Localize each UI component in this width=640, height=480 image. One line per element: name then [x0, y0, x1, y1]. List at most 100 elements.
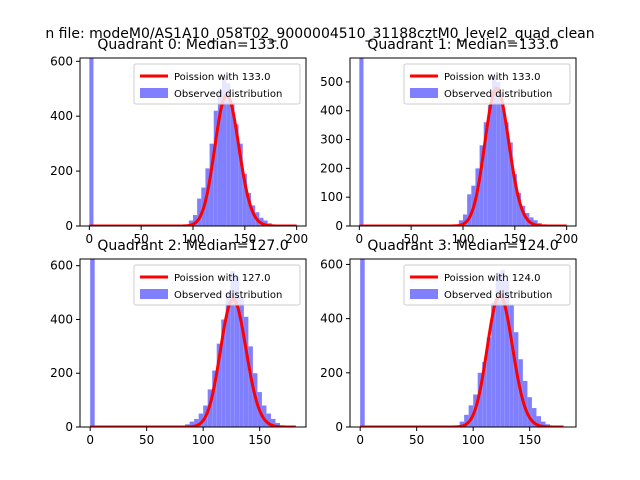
- histogram-bar: [189, 421, 195, 427]
- x-tick-label: 50: [409, 433, 424, 447]
- x-tick-label: 50: [139, 433, 154, 447]
- histogram-bar: [491, 302, 496, 427]
- x-tick-label: 0: [86, 232, 94, 246]
- histogram-bar: [217, 90, 223, 226]
- histogram-bar: [483, 122, 488, 226]
- y-tick-label: 200: [320, 366, 343, 380]
- histogram-bar: [487, 104, 493, 226]
- histogram-bar: [527, 397, 532, 427]
- histogram-bar: [261, 405, 267, 427]
- poisson-curve: [90, 297, 296, 427]
- histogram-bar: [482, 361, 487, 427]
- y-tick-label: 0: [65, 420, 73, 434]
- histogram-bar: [458, 220, 463, 226]
- legend: [133, 63, 301, 105]
- histogram-bar: [495, 272, 501, 427]
- histogram-bar: [234, 124, 239, 226]
- x-tick-label: 50: [404, 232, 419, 246]
- histogram-bar: [486, 337, 492, 427]
- y-tick-label: 500: [320, 75, 343, 89]
- legend-entry-observed: Observed distribution: [174, 290, 282, 301]
- x-tick-label: 100: [462, 433, 485, 447]
- x-tick-label: 0: [356, 433, 364, 447]
- histogram-bar: [513, 332, 519, 427]
- histogram-bar: [477, 372, 483, 427]
- histogram-bar: [243, 316, 249, 427]
- histogram-bar: [89, 58, 94, 226]
- subplot-title: Quadrant 1: Median=133.0: [367, 37, 558, 53]
- x-tick-label: 200: [555, 232, 578, 246]
- histogram-bar: [226, 83, 231, 226]
- x-tick-label: 0: [356, 232, 364, 246]
- legend-entry-poisson: Poission with 133.0: [444, 72, 540, 83]
- histogram-bar: [500, 102, 505, 226]
- y-tick-label: 400: [320, 104, 343, 118]
- histogram-bar: [496, 81, 501, 226]
- axes-frame: [79, 258, 307, 428]
- poisson-curve: [359, 86, 567, 226]
- histogram-bar: [512, 174, 517, 226]
- histogram-bar: [360, 259, 365, 427]
- y-tick-label: 400: [50, 312, 73, 326]
- histogram-bar: [242, 173, 247, 226]
- histogram-bar: [536, 416, 541, 427]
- histogram-bar: [504, 122, 509, 226]
- histogram-bar: [194, 418, 199, 427]
- subplot-title: Quadrant 3: Median=124.0: [367, 238, 558, 254]
- legend-entry-observed: Observed distribution: [444, 89, 552, 100]
- x-tick-label: 150: [518, 433, 541, 447]
- x-tick-label: 100: [192, 433, 215, 447]
- figure-suptitle: n file: modeM0/AS1A10_058T02_9000004510_…: [45, 26, 594, 42]
- x-tick-label: 50: [134, 232, 149, 246]
- x-tick-label: 100: [182, 232, 205, 246]
- histogram-bar: [464, 414, 469, 427]
- histogram-bar: [230, 102, 235, 226]
- subplot-title: Quadrant 2: Median=127.0: [97, 238, 288, 254]
- y-tick-label: 400: [320, 312, 343, 326]
- legend-entry-poisson: Poission with 127.0: [174, 273, 270, 284]
- histogram-bar: [508, 142, 513, 226]
- histogram-bar: [238, 143, 243, 226]
- axes-frame: [349, 258, 577, 428]
- x-tick-label: 150: [503, 232, 526, 246]
- legend-bar-swatch: [410, 88, 438, 98]
- legend: [133, 264, 301, 306]
- legend-bar-swatch: [410, 289, 438, 299]
- histogram-bar: [188, 220, 193, 226]
- histogram-bar: [216, 343, 222, 427]
- histogram-bar: [246, 193, 252, 226]
- histogram-bar: [248, 346, 253, 427]
- histogram-bar: [459, 421, 465, 427]
- observed-bars: [89, 58, 276, 226]
- subplot-1: 0 50 100 150 200 0 100 200 300 400 500 Quadrant 1: …: [320, 37, 578, 246]
- poisson-curve: [360, 293, 564, 427]
- histogram-bar: [531, 408, 537, 427]
- y-tick-label: 300: [320, 133, 343, 147]
- x-tick-label: 150: [248, 433, 271, 447]
- observed-bars: [90, 259, 285, 427]
- histogram-bar: [533, 220, 538, 226]
- histogram-bar: [230, 271, 235, 427]
- y-tick-label: 100: [320, 190, 343, 204]
- histogram-bar: [479, 145, 484, 226]
- legend-entry-observed: Observed distribution: [174, 89, 282, 100]
- legend-bar-swatch: [140, 289, 168, 299]
- histogram-bar: [463, 214, 468, 226]
- histogram-bar: [209, 143, 214, 226]
- histogram-bar: [197, 198, 202, 226]
- y-tick-label: 200: [320, 161, 343, 175]
- y-tick-label: 400: [50, 109, 73, 123]
- histogram-bar: [266, 413, 271, 427]
- legend-entry-observed: Observed distribution: [444, 290, 552, 301]
- histogram-bar: [467, 194, 472, 226]
- histogram-bar: [516, 192, 522, 226]
- subplot-0: 0 50 100 150 200 0 200 400 600 Quadrant 0: Median…: [50, 37, 308, 246]
- subplot-2: 0 50 100 150 0 200 400 600 Quadrant 2: Median=12…: [50, 238, 307, 447]
- y-tick-label: 600: [320, 257, 343, 271]
- histogram-bar: [540, 421, 546, 427]
- legend: [403, 63, 571, 105]
- histogram-bar: [213, 110, 218, 226]
- histogram-bar: [263, 220, 268, 226]
- histogram-bar: [90, 259, 95, 427]
